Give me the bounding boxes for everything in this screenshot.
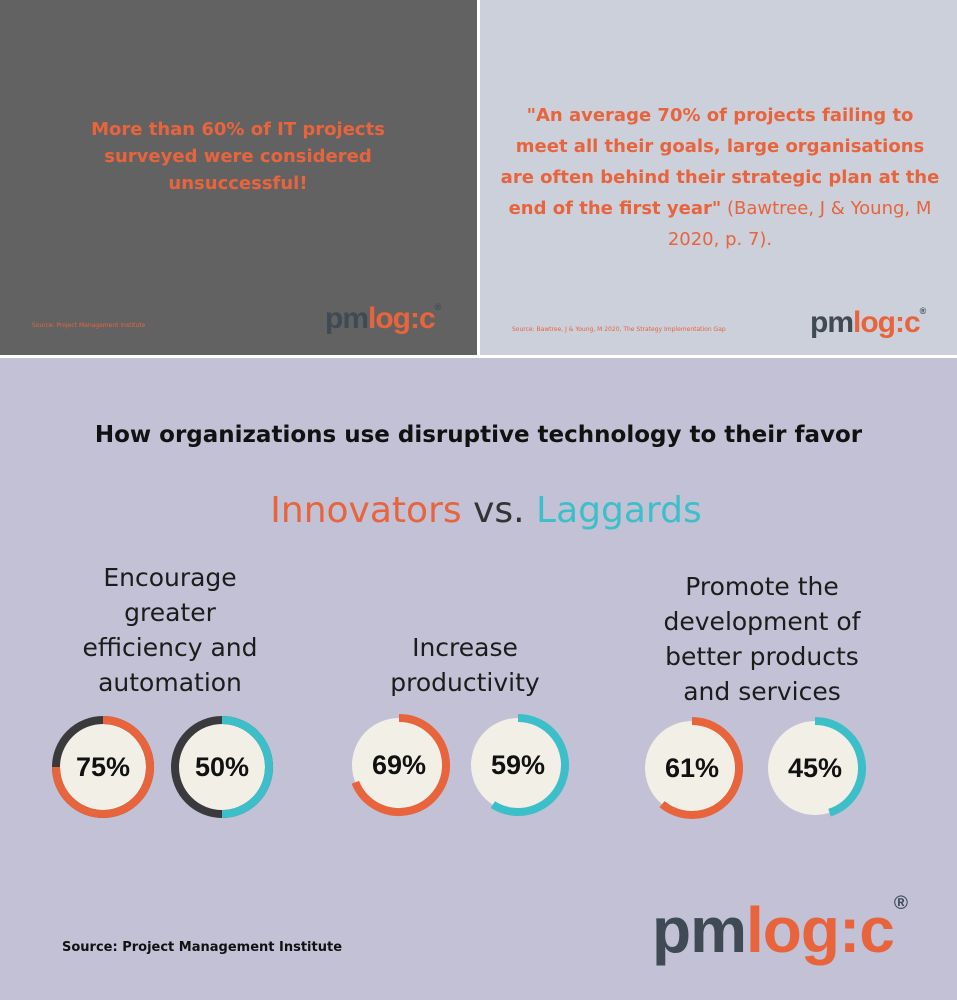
heading-line: automation [98,668,242,697]
heading-line: productivity [390,668,540,697]
legend-vs: vs. [473,490,525,531]
heading-line: better products [665,642,859,671]
donut-face [768,721,862,815]
logo-mark: ® [893,893,909,914]
logo: pmlog:c® [325,302,441,336]
left-panel: More than 60% of IT projects surveyed we… [0,0,477,355]
heading-line: Promote the [685,572,839,601]
source: Source: Project Management Institute [62,940,343,955]
group-heading: Promote the development of better products… [632,569,892,709]
logo-accent: log:c [746,894,895,966]
heading-line: Encourage [103,563,237,592]
infographic-title: How organizations use disruptive technol… [94,422,863,448]
quote: "An average 70% of projects failing to m… [500,105,940,219]
logo: pmlog:c® [810,306,926,340]
donut-face [471,718,565,812]
logo-dark: pm [810,306,854,339]
heading-line: development of [663,607,861,636]
donut-label: 69% [372,750,426,780]
source: Source: Bawtree, J & Young, M 2020, The … [512,326,726,333]
donut-face [645,721,739,815]
logo-dark: pm [325,302,369,335]
source: Source: Project Management Institute [32,322,146,329]
legend-laggards: Laggards [536,490,702,531]
heading-line: and services [683,677,841,706]
logo: pmlog:c® [652,893,908,967]
donut-arc [221,716,273,818]
logo-mark: ® [919,306,927,316]
logo-accent: log:c [853,306,921,339]
donut-arc [814,717,866,817]
donut-arc [351,714,450,816]
donut-label: 75% [76,752,130,782]
group-heading: Increase productivity [335,630,595,700]
donut-face [352,718,446,812]
heading-line: greater [124,598,216,627]
quote-block: "An average 70% of projects failing to m… [500,100,940,255]
citation: (Bawtree, J & Young, M 2020, p. 7). [667,198,932,250]
legend: Innovators vs. Laggards [0,490,957,531]
group-heading: Encourage greater efficiency and automation [40,560,300,700]
headline: More than 60% of IT projects surveyed we… [91,119,385,194]
donut-label: 59% [491,750,545,780]
legend-innovators: Innovators [270,490,462,531]
logo-mark: ® [434,302,442,312]
donut-label: 50% [195,752,249,782]
donut-arc [52,716,154,818]
heading-line: efficiency and [82,633,258,662]
right-panel: "An average 70% of projects failing to m… [480,0,957,355]
logo-accent: log:c [368,302,436,335]
donut-arc [659,717,743,819]
donut-label: 45% [788,753,842,783]
logo-dark: pm [652,894,747,966]
heading-line: Increase [412,633,518,662]
donut-label: 61% [665,753,719,783]
infographic-panel: How organizations use disruptive technol… [0,358,957,1000]
donut-arc [490,714,569,816]
